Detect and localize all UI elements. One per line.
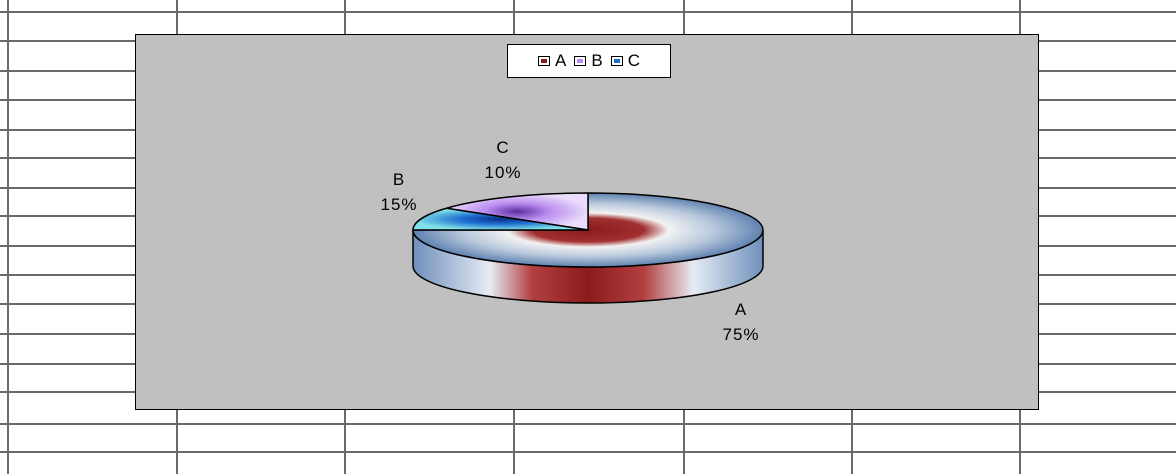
legend-swatch-c <box>610 56 623 66</box>
slice-value-c: 10% <box>484 163 522 182</box>
legend-item-a: A <box>538 51 566 71</box>
legend-swatch-b <box>574 56 587 66</box>
pie-chart <box>412 192 764 304</box>
legend-label-b: B <box>591 51 603 70</box>
slice-category-a: A <box>734 300 748 319</box>
slice-c <box>412 207 589 231</box>
slice-b <box>446 192 589 231</box>
slice-category-b: B <box>392 170 406 189</box>
chart-legend: A B C <box>507 44 671 78</box>
slice-value-b: 15% <box>380 195 418 214</box>
slice-label-c: C 10% <box>468 135 538 185</box>
legend-label-c: C <box>627 51 640 70</box>
legend-label-a: A <box>555 51 567 70</box>
slice-category-c: C <box>496 138 510 157</box>
legend-swatch-a <box>538 56 551 66</box>
slice-label-b: B 15% <box>364 167 434 217</box>
chart-area[interactable]: A B C B 15% C 10% A 75% <box>135 34 1039 410</box>
legend-item-b: B <box>574 51 603 71</box>
legend-item-c: C <box>610 51 640 71</box>
slice-value-a: 75% <box>722 325 760 344</box>
slice-label-a: A 75% <box>706 297 776 347</box>
